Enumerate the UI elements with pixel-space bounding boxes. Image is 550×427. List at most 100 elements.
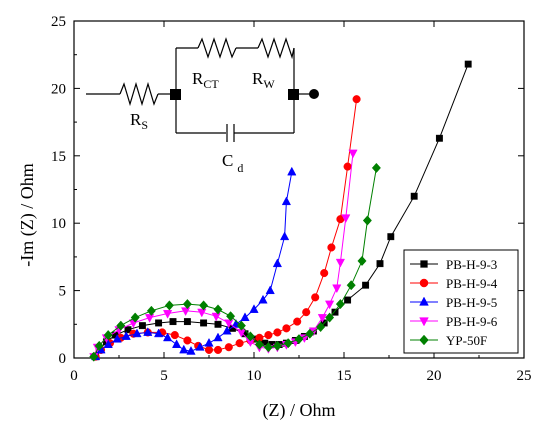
rct-label: RCT — [192, 69, 219, 91]
data-point — [211, 312, 221, 322]
data-point — [279, 231, 290, 241]
legend-item: YP-50F — [410, 333, 487, 348]
data-point — [146, 305, 156, 316]
data-point — [162, 310, 173, 319]
legend-label: PB-H-9-3 — [446, 257, 497, 272]
resistor-rw-icon — [257, 37, 295, 60]
data-point — [183, 336, 192, 345]
x-axis-title: (Z) / Ohm — [263, 400, 336, 421]
series-layer — [89, 60, 472, 362]
data-point — [204, 337, 214, 347]
data-point — [287, 166, 297, 176]
data-point — [305, 328, 315, 339]
y-tick-label: 15 — [51, 149, 66, 165]
data-point — [124, 326, 132, 334]
data-point — [331, 308, 339, 316]
legend-item: PB-H-9-4 — [410, 276, 498, 291]
data-point — [387, 233, 395, 241]
axis-ticks: 0 5 10 15 20 25 0 5 10 15 20 25 — [51, 14, 532, 384]
data-point — [272, 340, 282, 351]
data-point — [213, 332, 223, 342]
data-point — [317, 314, 328, 323]
data-point — [94, 340, 104, 351]
data-point — [170, 331, 179, 340]
x-tick-label: 25 — [517, 368, 532, 384]
data-point — [245, 331, 255, 342]
data-point — [258, 294, 268, 304]
data-point — [249, 304, 259, 313]
data-point — [324, 300, 335, 310]
legend-item: PB-H-9-5 — [410, 295, 497, 310]
rs-label: RS — [130, 110, 148, 132]
y-tick-label: 10 — [51, 216, 66, 232]
data-point — [293, 317, 302, 326]
data-point — [264, 331, 273, 340]
legend-marker — [419, 334, 429, 346]
data-point — [341, 214, 351, 224]
legend-marker — [419, 278, 429, 288]
data-point — [240, 312, 250, 322]
data-point — [320, 269, 329, 278]
data-point — [103, 339, 113, 348]
data-point — [103, 330, 113, 341]
resistor-rs-icon — [119, 81, 159, 107]
data-point — [169, 318, 177, 326]
data-point — [410, 192, 418, 200]
data-point — [302, 308, 311, 317]
data-point — [236, 320, 246, 331]
legend-marker — [420, 260, 428, 268]
equivalent-circuit-inset — [86, 37, 319, 142]
data-point — [164, 300, 174, 311]
data-point — [311, 293, 320, 302]
data-point — [226, 311, 236, 322]
data-point — [132, 328, 142, 338]
data-point — [121, 331, 131, 340]
data-point — [371, 162, 381, 174]
data-point — [130, 312, 140, 323]
data-point — [235, 339, 244, 348]
data-point — [464, 60, 472, 68]
data-point — [143, 327, 153, 336]
data-point — [272, 258, 283, 268]
rw-label: RW — [252, 69, 275, 91]
data-point — [294, 334, 304, 345]
data-point — [263, 342, 273, 353]
legend-label: PB-H-9-4 — [446, 276, 498, 291]
data-point — [171, 339, 182, 348]
legend-item: PB-H-9-3 — [410, 257, 497, 272]
legend-label: PB-H-9-6 — [446, 314, 498, 329]
data-point — [376, 260, 384, 268]
circuit-node-right — [288, 89, 299, 100]
data-point — [273, 328, 282, 337]
data-point — [155, 319, 163, 327]
data-point — [265, 285, 275, 295]
y-tick-label: 5 — [59, 284, 67, 300]
data-point — [224, 319, 234, 329]
data-point — [89, 351, 99, 362]
data-point — [362, 281, 370, 289]
data-point — [116, 320, 126, 331]
data-point — [332, 284, 342, 294]
data-point — [224, 343, 233, 352]
data-point — [283, 338, 293, 349]
legend-label: PB-H-9-5 — [446, 295, 497, 310]
legend: PB-H-9-3 PB-H-9-4 PB-H-9-5 PB-H-9-6 YP-50F — [403, 249, 519, 354]
x-tick-label: 15 — [337, 368, 352, 384]
legend-item: PB-H-9-6 — [410, 314, 498, 329]
y-tick-label: 0 — [59, 351, 67, 367]
x-tick-label: 0 — [70, 368, 78, 384]
data-point — [222, 325, 232, 335]
resistor-rct-icon — [197, 37, 237, 59]
data-point — [327, 243, 336, 252]
data-point — [204, 345, 214, 354]
data-point — [335, 299, 345, 310]
data-point — [199, 300, 209, 311]
data-point — [346, 280, 356, 291]
data-point — [435, 134, 443, 142]
series-YP-50F — [89, 162, 381, 362]
data-point — [195, 341, 205, 351]
data-point — [183, 318, 191, 326]
data-point — [316, 321, 326, 333]
data-point — [213, 345, 223, 354]
